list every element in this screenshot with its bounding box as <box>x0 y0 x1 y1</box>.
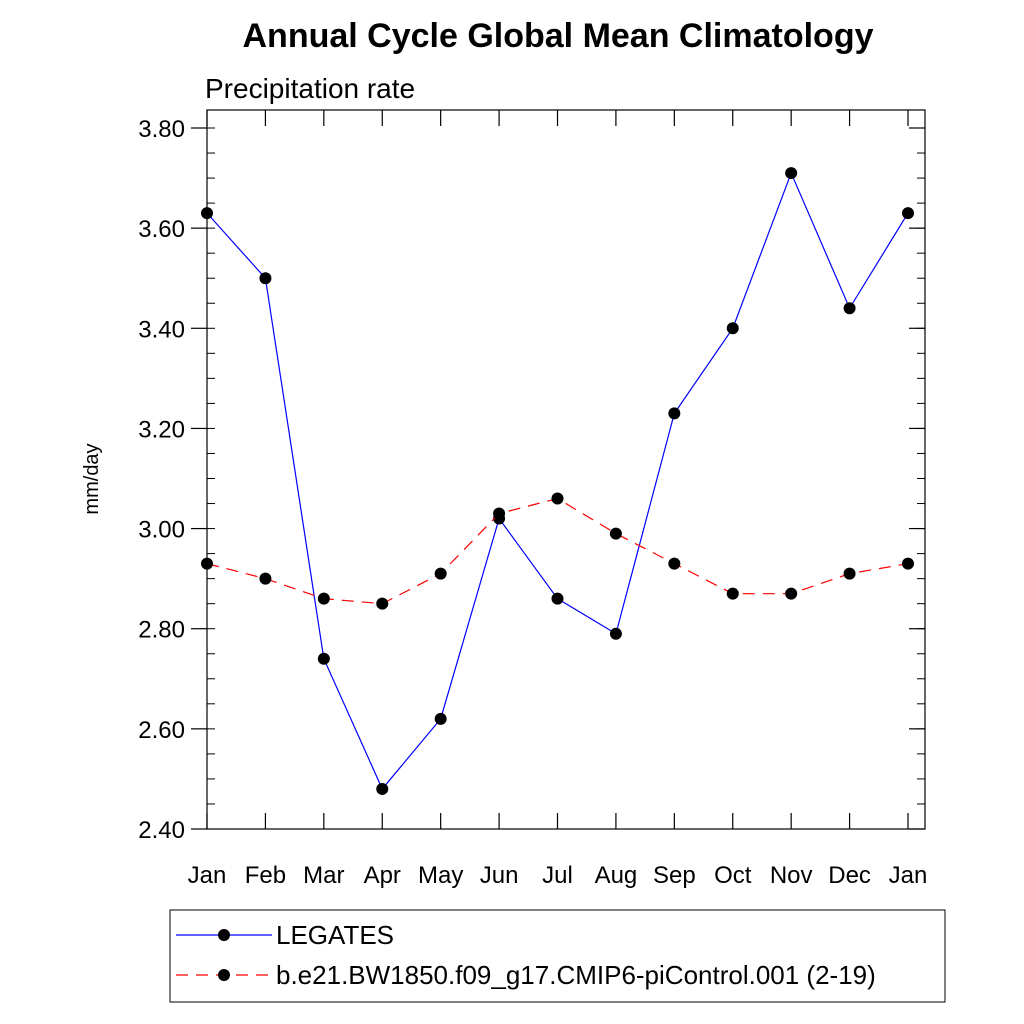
legend-label-2: b.e21.BW1850.f09_g17.CMIP6-piControl.001… <box>276 960 876 990</box>
series-2-point <box>843 567 856 580</box>
series-2-point <box>434 567 447 580</box>
series-1-point <box>726 322 739 335</box>
series-2-point <box>668 557 681 570</box>
series-2-point <box>609 527 622 540</box>
x-tick-label: Jun <box>480 862 519 889</box>
legend-label-1: LEGATES <box>276 920 394 950</box>
series-1-point <box>201 207 213 220</box>
series-1-point <box>317 652 330 665</box>
legend-marker-1 <box>218 929 230 941</box>
series-1-point <box>843 302 856 315</box>
y-tick-label: 3.20 <box>138 416 185 443</box>
series-2-point <box>726 587 739 600</box>
y-tick-label: 2.60 <box>138 717 185 744</box>
chart-title: Annual Cycle Global Mean Climatology <box>243 17 874 55</box>
x-tick-label: Sep <box>653 862 696 889</box>
series-line-2 <box>206 497 909 605</box>
chart-subtitle: Precipitation rate <box>205 73 415 104</box>
x-tick-label: Jan <box>188 862 227 889</box>
x-tick-label: Aug <box>595 862 638 889</box>
x-tick-label: Jan <box>889 862 928 889</box>
y-tick-label: 3.60 <box>138 216 185 243</box>
y-tick-label: 3.00 <box>138 517 185 544</box>
series-2-point <box>201 557 213 570</box>
series-line-1 <box>206 171 909 791</box>
y-tick-label: 3.80 <box>138 116 185 143</box>
legend-box <box>169 909 946 1003</box>
series-2-point <box>551 492 564 505</box>
x-tick-label: Feb <box>245 862 286 889</box>
series-2-point <box>259 572 272 585</box>
x-tick-label: Nov <box>770 862 813 889</box>
x-tick-label: Apr <box>364 862 401 889</box>
x-tick-label: Jul <box>542 862 573 889</box>
plot-area: 2.40 2.60 2.80 3.00 3.20 3.40 3.60 3.80 Jan Feb Ma… <box>138 109 928 889</box>
series-2-point <box>785 587 798 600</box>
series-2-point <box>376 597 389 610</box>
y-tick-label: 2.40 <box>138 817 185 844</box>
series-2-point <box>317 592 330 605</box>
x-tick-label: Oct <box>714 862 752 889</box>
legend: LEGATES b.e21.BW1850.f09_g17.CMIP6-piCont… <box>169 909 946 1003</box>
series-1-point <box>551 592 564 605</box>
x-tick-label: Mar <box>303 862 344 889</box>
series-1-point <box>376 782 389 795</box>
x-tick-label: Dec <box>828 862 871 889</box>
series-1-point <box>609 627 622 640</box>
series-2-point <box>902 557 914 570</box>
x-tick-label: May <box>418 862 463 889</box>
y-axis-label: mm/day <box>81 443 103 514</box>
series-2-point <box>493 507 506 520</box>
series-1-point <box>902 207 914 220</box>
y-tick-label: 2.80 <box>138 617 185 644</box>
series-1-point <box>259 272 272 285</box>
series-1-point <box>785 167 798 180</box>
series-1-point <box>434 712 447 725</box>
series-1-point <box>668 407 681 420</box>
y-tick-label: 3.40 <box>138 316 185 343</box>
plot-frame <box>206 109 926 830</box>
legend-marker-2 <box>218 969 230 981</box>
